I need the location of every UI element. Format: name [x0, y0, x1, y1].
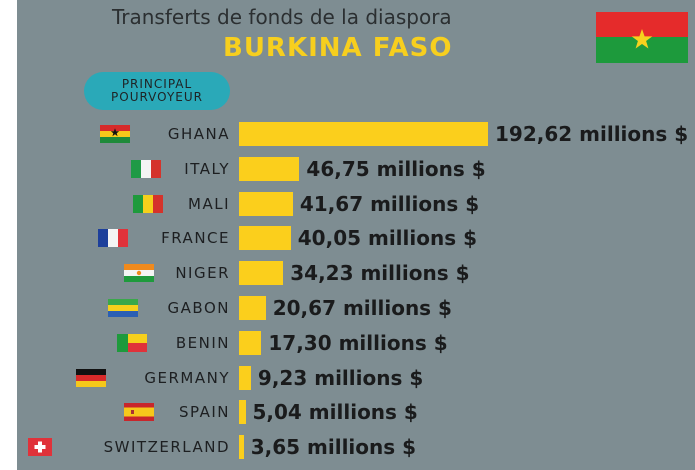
value-label-spain: 5,04 millions $ [252, 400, 418, 425]
value-label-switzerland: 3,65 millions $ [250, 435, 417, 460]
bar-mali [239, 191, 293, 216]
value-label-niger: 34,23 millions $ [290, 261, 470, 286]
value-label-italy: 46,75 millions $ [306, 156, 486, 181]
spain-flag-icon [124, 403, 154, 422]
country-label-benin: BENIN [175, 333, 230, 352]
country-label-gabon: GABON [167, 299, 230, 317]
country-label-spain: SPAIN [178, 403, 230, 422]
value-label-ghana: 192,62 millions $ [495, 122, 689, 146]
country-label-germany: GERMANY [144, 368, 230, 387]
bar-ghana [239, 122, 488, 146]
chart-subtitle: BURKINA FASO [223, 33, 453, 63]
ghana-flag-icon [100, 125, 130, 143]
country-label-mali: MALI [188, 194, 230, 213]
country-label-france: FRANCE [161, 229, 230, 248]
badge-line-1: PRINCIPAL [121, 77, 193, 91]
bar-benin [239, 330, 262, 355]
burkina-faso-flag-icon [596, 12, 688, 63]
value-label-benin: 17,30 millions $ [268, 330, 448, 355]
country-label-switzerland: SWITZERLAND [103, 438, 230, 457]
bar-italy [239, 156, 300, 181]
bar-france [239, 226, 291, 251]
value-label-mali: 41,67 millions $ [299, 191, 480, 216]
bar-niger [239, 261, 284, 286]
country-label-niger: NIGER [175, 264, 230, 283]
country-label-italy: ITALY [184, 159, 230, 178]
bar-switzerland [239, 435, 244, 460]
france-flag-icon [98, 229, 128, 248]
italy-flag-icon [131, 159, 161, 178]
gabon-flag-icon [108, 299, 138, 317]
benin-flag-icon [117, 333, 147, 352]
niger-flag-icon [124, 264, 154, 283]
value-label-gabon: 20,67 millions $ [272, 296, 452, 320]
country-label-ghana: GHANA [167, 125, 230, 143]
bar-germany [239, 365, 251, 390]
badge-line-2: POURVOYEUR [111, 90, 203, 104]
chart-title: Transferts de fonds de la diaspora [112, 5, 452, 29]
switzerland-flag-icon [28, 438, 52, 457]
bar-gabon [239, 296, 266, 320]
value-label-germany: 9,23 millions $ [257, 365, 424, 390]
germany-flag-icon [76, 368, 106, 387]
value-label-france: 40,05 millions $ [297, 226, 478, 251]
mali-flag-icon [133, 194, 163, 213]
principal-pourvoyeur-badge: PRINCIPAL POURVOYEUR [84, 72, 230, 110]
bar-spain [239, 400, 246, 425]
